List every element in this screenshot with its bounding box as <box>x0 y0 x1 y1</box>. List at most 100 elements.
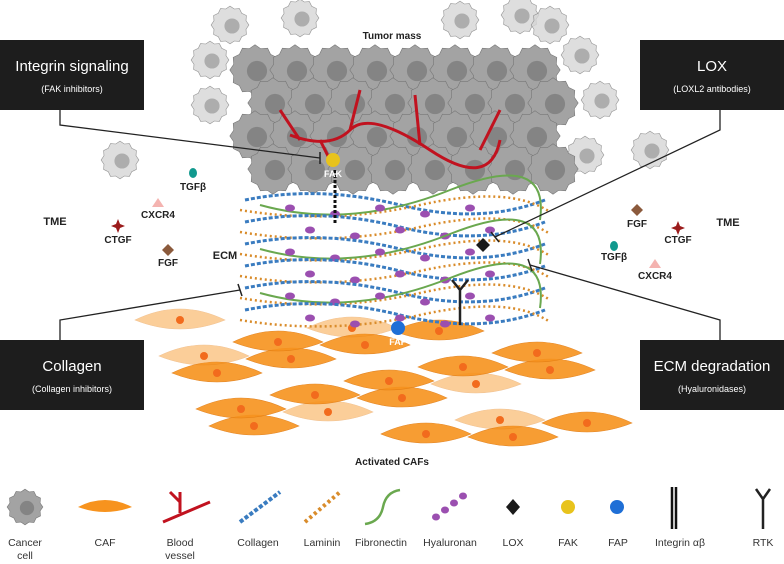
hyaluronan-bead <box>375 292 385 300</box>
inhibition-bar <box>490 231 500 243</box>
fibronectin-fiber <box>259 262 542 309</box>
cell-nucleus <box>366 126 388 148</box>
background-cancer-cell <box>190 40 230 80</box>
cell-nucleus <box>464 159 486 181</box>
cell-nucleus <box>574 48 590 64</box>
caf-nucleus <box>583 419 591 427</box>
cell-nucleus <box>264 159 286 181</box>
cell-membrane <box>560 35 600 75</box>
cancer-cell-icon <box>6 488 44 526</box>
cell-nucleus <box>406 126 428 148</box>
legend-label-cancer-cell: Cancer cell <box>8 537 42 562</box>
legend-label-hyaluronan: Hyaluronan <box>423 537 477 549</box>
fgf-right-label: FGF <box>627 219 647 230</box>
background-cancer-cell <box>560 35 600 75</box>
tumor-mass-title: Tumor mass <box>362 31 422 42</box>
caf-nucleus <box>361 341 369 349</box>
blood-vessel-icon <box>162 490 211 524</box>
hyaluronan-bead <box>395 270 405 278</box>
ctgf-icon <box>671 221 685 235</box>
caf-icon <box>78 500 132 512</box>
background-cancer-cell <box>190 85 230 125</box>
tgfb-left-label: TGFβ <box>179 182 207 193</box>
blood-vessel-icon <box>278 109 302 141</box>
cell-nucleus <box>424 93 446 115</box>
ctgf-left-label: CTGF <box>104 235 132 246</box>
laminin-fiber <box>239 195 551 218</box>
legend-label-blood-vessel: Blood vessel <box>165 537 195 562</box>
cell-membrane <box>190 85 230 125</box>
caf-nucleus <box>509 433 517 441</box>
blood-vessel-icon <box>348 89 362 131</box>
blood-vessel-icon <box>413 94 422 146</box>
cancer-cell <box>527 143 579 195</box>
cell-nucleus <box>594 93 610 109</box>
cell-nucleus <box>19 500 35 516</box>
cancer-cell <box>247 143 299 195</box>
fak-icon <box>561 500 575 514</box>
cell-nucleus <box>384 159 406 181</box>
legend-label-fap: FAP <box>608 537 628 549</box>
laminin-fiber <box>239 261 551 284</box>
activated-cafs-label: Activated CAFs <box>355 457 429 468</box>
cell-membrane <box>210 5 250 45</box>
cell-nucleus <box>304 93 326 115</box>
cell-nucleus <box>526 126 548 148</box>
fap-label: FAP <box>389 337 407 347</box>
hyaluronan-bead <box>485 226 495 234</box>
caf-nucleus <box>385 377 393 385</box>
cell-nucleus <box>294 11 310 27</box>
box-title: Integrin signaling <box>15 58 129 75</box>
inhibition-bar <box>527 258 533 272</box>
lox-icon <box>476 238 490 252</box>
cell-nucleus <box>544 93 566 115</box>
hyaluronan-icon <box>441 506 449 514</box>
caf-nucleus <box>422 430 430 438</box>
hyaluronan-bead <box>440 320 450 328</box>
cell-nucleus <box>644 143 660 159</box>
cell-nucleus <box>304 159 326 181</box>
hyaluronan-bead <box>350 232 360 240</box>
hyaluronan-icon <box>459 492 467 500</box>
hyaluronan-bead <box>485 314 495 322</box>
background-cancer-cell <box>500 0 540 35</box>
hyaluronan-icon <box>450 499 458 507</box>
tme-left-label: TME <box>43 216 67 228</box>
background-cancer-cell <box>100 140 140 180</box>
caf-nucleus <box>398 394 406 402</box>
caf-nucleus <box>237 405 245 413</box>
hyaluronan-bead <box>350 320 360 328</box>
hyaluronan-bead <box>350 276 360 284</box>
background-cancer-cell <box>530 5 570 45</box>
laminin-fiber <box>239 283 551 306</box>
cell-nucleus <box>366 60 388 82</box>
hyaluronan-bead <box>420 254 430 262</box>
cell-nucleus <box>224 18 240 34</box>
cell-nucleus <box>406 60 428 82</box>
fgf-icon <box>631 204 643 216</box>
cell-nucleus <box>446 126 468 148</box>
collagen-fiber <box>244 236 546 260</box>
caf-nucleus <box>496 416 504 424</box>
cancer-cell <box>367 143 419 195</box>
cell-nucleus <box>344 159 366 181</box>
background-cancer-cell <box>210 5 250 45</box>
cell-membrane <box>190 40 230 80</box>
cell-nucleus <box>544 159 566 181</box>
hyaluronan-bead <box>285 248 295 256</box>
hyaluronan-bead <box>465 292 475 300</box>
caf-nucleus <box>435 327 443 335</box>
cell-membrane <box>100 140 140 180</box>
cell-nucleus <box>204 98 220 114</box>
box-subtitle: (FAK inhibitors) <box>41 84 103 94</box>
legend-label-laminin: Laminin <box>303 537 341 549</box>
hyaluronan-bead <box>375 204 385 212</box>
collagen-icon <box>238 490 282 524</box>
laminin-icon <box>303 490 342 524</box>
legend-label-integrin: Integrin αβ <box>654 537 706 549</box>
legend-label-fibronectin: Fibronectin <box>355 537 407 549</box>
hyaluronan-bead <box>395 314 405 322</box>
fak-label: FAK <box>324 169 342 179</box>
background-cancer-cell <box>580 80 620 120</box>
legend-label-rtk: RTK <box>752 537 774 549</box>
